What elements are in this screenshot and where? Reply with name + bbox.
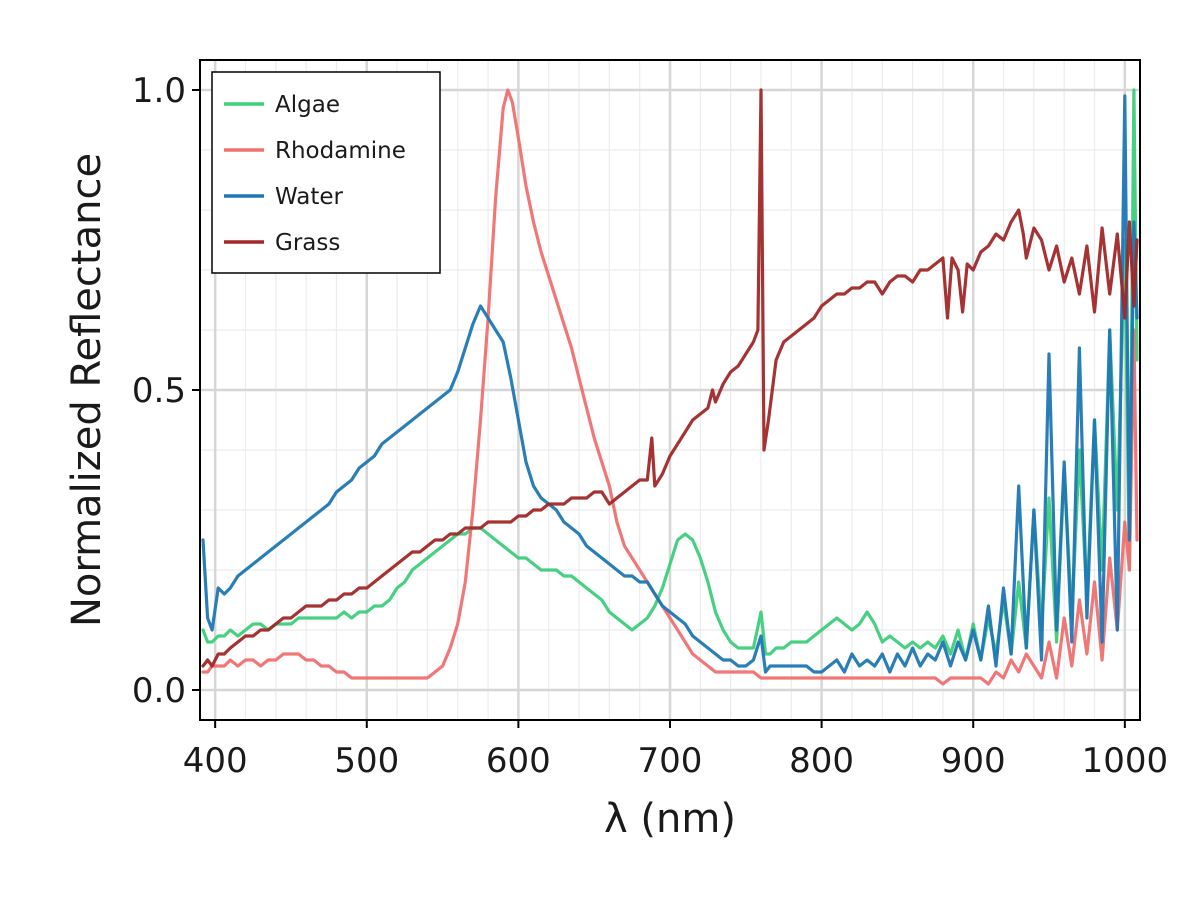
x-tick-label: 500: [334, 741, 399, 781]
series-line-rhodamine: [201, 88, 1139, 686]
y-tick-label: 0.5: [132, 371, 186, 411]
x-tick-label: 800: [789, 741, 854, 781]
legend-label-water: Water: [275, 184, 344, 210]
x-axis-label: λ (nm): [604, 796, 736, 842]
y-axis-ticks: 0.0 0.5 1.0: [132, 71, 200, 711]
x-tick-label: 700: [638, 741, 703, 781]
legend: Algae Rhodamine Water Grass: [211, 71, 441, 274]
series-line-grass: [201, 88, 1139, 668]
x-axis-ticks: 400 500 600 700 800 900 1000: [183, 720, 1168, 781]
y-axis-label: Normalized Reflectance: [64, 153, 110, 627]
x-tick-label: 400: [183, 741, 248, 781]
series-lines: [201, 88, 1139, 686]
legend-label-rhodamine: Rhodamine: [275, 138, 406, 164]
series-line-water: [201, 94, 1139, 674]
legend-label-grass: Grass: [275, 230, 340, 256]
legend-label-algae: Algae: [275, 92, 340, 118]
x-tick-label: 900: [941, 741, 1006, 781]
y-tick-label: 1.0: [132, 71, 186, 111]
y-tick-label: 0.0: [132, 671, 186, 711]
x-tick-label: 1000: [1082, 741, 1169, 781]
x-tick-label: 600: [486, 741, 551, 781]
